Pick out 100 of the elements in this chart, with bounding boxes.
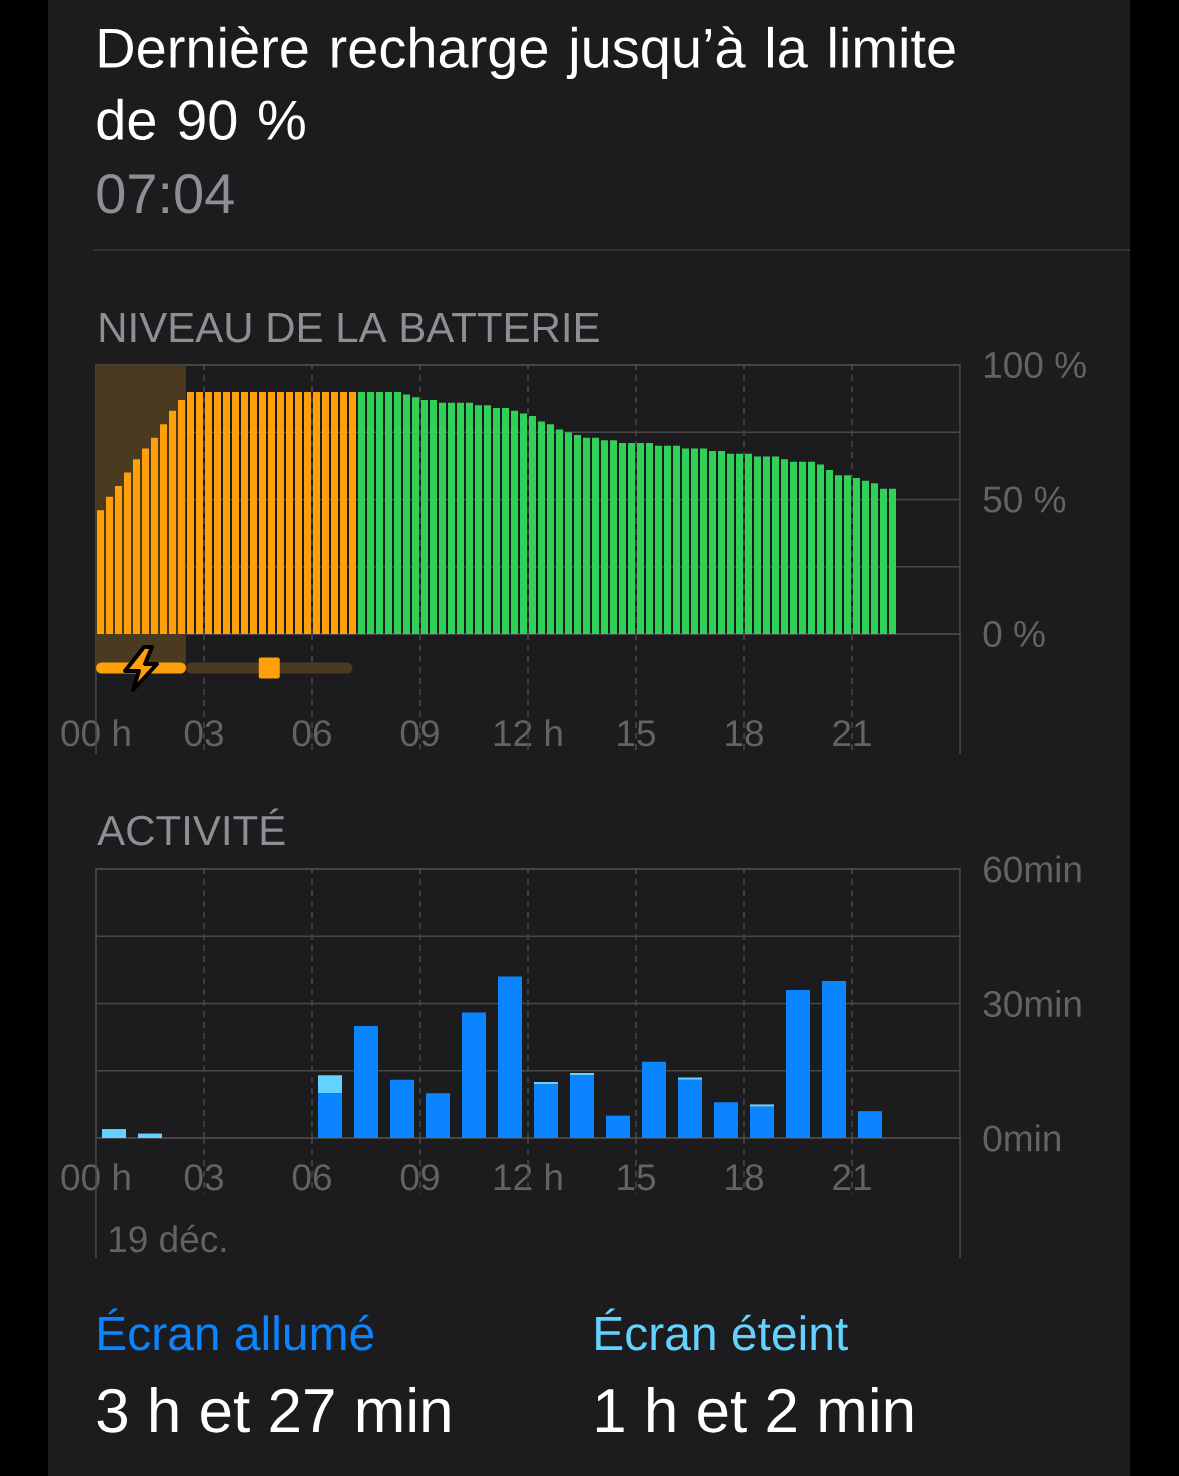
bar	[286, 391, 293, 635]
bar	[700, 448, 708, 635]
y-tick-label: 0 %	[983, 620, 1045, 648]
y-tick-label: 30min	[983, 989, 1081, 1018]
bar	[862, 480, 869, 635]
bar	[534, 1084, 558, 1139]
bar	[880, 488, 888, 635]
bar	[529, 416, 536, 635]
bar	[133, 459, 140, 635]
bar	[592, 437, 600, 635]
bar	[241, 391, 248, 635]
bar	[682, 448, 689, 635]
x-tick-label: 15	[618, 1164, 656, 1191]
bar	[714, 1102, 738, 1139]
bar	[853, 477, 861, 635]
bar	[318, 1075, 342, 1094]
bar	[426, 1093, 450, 1139]
bar	[799, 461, 806, 635]
bar	[790, 461, 798, 635]
bar	[232, 391, 239, 635]
bar	[268, 391, 275, 635]
bar	[205, 391, 212, 635]
x-tick-label: 06	[292, 1164, 331, 1191]
text: Écran éteint	[596, 1308, 848, 1351]
bar	[637, 443, 644, 635]
x-tick-label: 09	[400, 720, 439, 747]
bar	[475, 405, 482, 635]
x-tick-label: 00 h	[61, 719, 130, 747]
bar	[556, 429, 563, 635]
bar	[385, 391, 392, 635]
bar	[340, 391, 347, 635]
bar	[727, 453, 734, 635]
bar	[763, 456, 771, 635]
bar	[187, 391, 194, 635]
bar	[142, 448, 149, 635]
text: Dernière recharge jusqu’à la limite de 90 %	[97, 26, 955, 140]
chart-title: ACTIVITÉ	[97, 808, 285, 846]
bar	[160, 424, 167, 635]
bar	[367, 391, 374, 635]
bar	[331, 391, 338, 635]
bar	[808, 461, 816, 635]
bar	[718, 451, 725, 635]
bar	[822, 981, 846, 1139]
x-tick-label: 03	[184, 1164, 223, 1191]
bar	[772, 456, 779, 635]
bar	[462, 1012, 486, 1139]
bar	[520, 413, 527, 635]
bar	[646, 443, 653, 635]
bar	[736, 453, 743, 635]
bar	[115, 486, 122, 635]
bar	[889, 488, 896, 635]
bar	[745, 453, 753, 635]
bar	[394, 391, 401, 635]
x-tick-label: 18	[726, 720, 763, 747]
bar	[750, 1106, 775, 1139]
bar	[295, 391, 302, 635]
bar	[439, 402, 446, 635]
bar	[214, 391, 221, 635]
bar	[781, 459, 788, 635]
bar	[313, 391, 320, 635]
text: Écran allumé	[99, 1308, 374, 1351]
text: 3 h et 27 min	[97, 1387, 450, 1433]
bar	[610, 440, 617, 635]
x-tick-label: 15	[618, 720, 656, 747]
x-tick-label: 09	[400, 1164, 439, 1191]
bar	[858, 1111, 883, 1139]
bar	[430, 399, 437, 635]
y-tick-label: 50 %	[983, 486, 1066, 513]
x-tick-label: 00 h	[61, 1163, 130, 1191]
bar	[754, 456, 761, 635]
bar	[484, 405, 491, 635]
bar	[511, 410, 518, 635]
bar	[106, 496, 113, 635]
bar	[376, 391, 383, 635]
bar	[826, 469, 833, 635]
bar	[493, 408, 500, 635]
bar	[259, 391, 266, 635]
bar	[570, 1075, 594, 1139]
bar	[498, 976, 522, 1139]
text: 1 h et 2 min	[596, 1387, 913, 1433]
bar	[390, 1079, 414, 1139]
bar	[628, 443, 635, 635]
bar	[574, 434, 581, 635]
bar	[502, 408, 509, 635]
x-tick-label: 18	[726, 1164, 763, 1191]
bar	[124, 472, 131, 635]
bar	[349, 391, 356, 635]
bar	[844, 475, 851, 635]
bar	[102, 1129, 126, 1139]
bar	[642, 1061, 667, 1139]
bar	[223, 391, 230, 635]
bar	[151, 437, 158, 635]
x-tick-label: 03	[184, 720, 223, 747]
text: 07:04	[97, 173, 234, 214]
bar	[322, 391, 329, 635]
bar	[97, 510, 104, 635]
bar	[354, 1025, 378, 1139]
x-tick-label: 21	[833, 720, 871, 747]
bar	[709, 451, 716, 635]
y-tick-label: 100 %	[985, 351, 1086, 379]
